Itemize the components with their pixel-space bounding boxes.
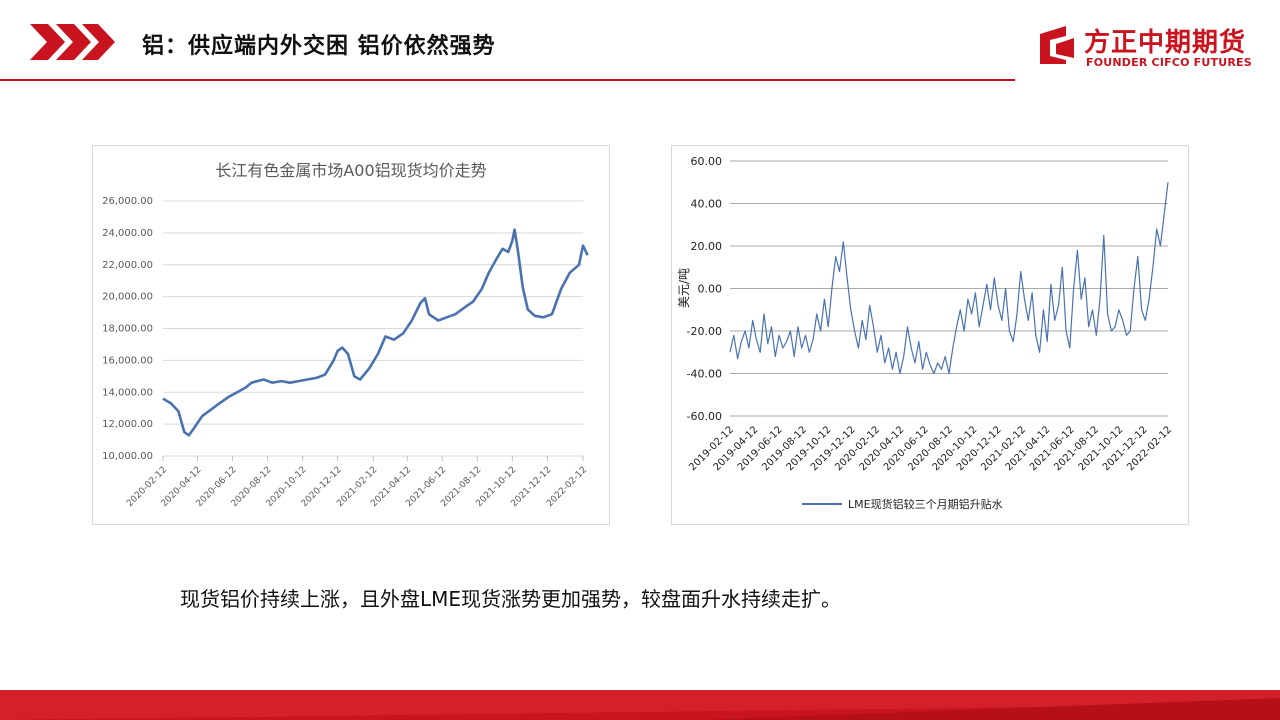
y-tick-label: -20.00 [687,325,722,338]
chart-title: 长江有色金属市场A00铝现货均价走势 [215,161,486,180]
aluminum-spot-price-plot: 长江有色金属市场A00铝现货均价走势 10,000.00 12,000.00 14,0… [102,161,589,509]
company-logo: 方正中期期货 FOUNDER CIFCO FUTURES [1036,20,1256,72]
y-tick-label: 40.00 [691,198,723,211]
footer-band [0,690,1280,720]
logo-english-text: FOUNDER CIFCO FUTURES [1086,56,1252,69]
legend-label: LME现货铝较三个月期铝升贴水 [848,497,1003,511]
y-tick-label: 16,000.00 [102,355,153,366]
lme-spread-plot: 60.00 40.00 20.00 0.00 -20.00 -40.00 -60.00 美元/… [677,155,1174,511]
y-tick-label: -60.00 [687,410,722,423]
aluminum-spot-price-chart: 长江有色金属市场A00铝现货均价走势 10,000.00 12,000.00 14,0… [92,145,610,525]
logo-mark-icon [1040,26,1074,64]
y-tick-label: 20,000.00 [102,292,153,303]
header-divider [0,79,1015,81]
y-tick-label: 0.00 [698,283,723,296]
y-tick-label: 20.00 [691,240,723,253]
y-tick-label: 60.00 [691,155,723,168]
y-tick-label: 24,000.00 [102,228,153,239]
page-title: 铝：供应端内外交困 铝价依然强势 [142,34,496,59]
y-axis-label: 美元/吨 [677,268,691,308]
y-tick-label: 10,000.00 [102,451,153,462]
header-arrows-icon [30,24,115,60]
price-line [162,228,589,437]
y-tick-label: 18,000.00 [102,324,153,335]
lme-spread-chart: 60.00 40.00 20.00 0.00 -20.00 -40.00 -60.00 美元/… [671,145,1189,525]
y-tick-label: -40.00 [687,368,722,381]
y-tick-label: 22,000.00 [102,260,153,271]
y-tick-label: 12,000.00 [102,419,153,430]
spread-line [729,182,1169,375]
y-tick-label: 14,000.00 [102,387,153,398]
y-tick-label: 26,000.00 [102,196,153,207]
logo-chinese-text: 方正中期期货 [1084,28,1247,58]
summary-caption: 现货铝价持续上涨，且外盘LME现货涨势更加强势，较盘面升水持续走扩。 [180,587,842,611]
